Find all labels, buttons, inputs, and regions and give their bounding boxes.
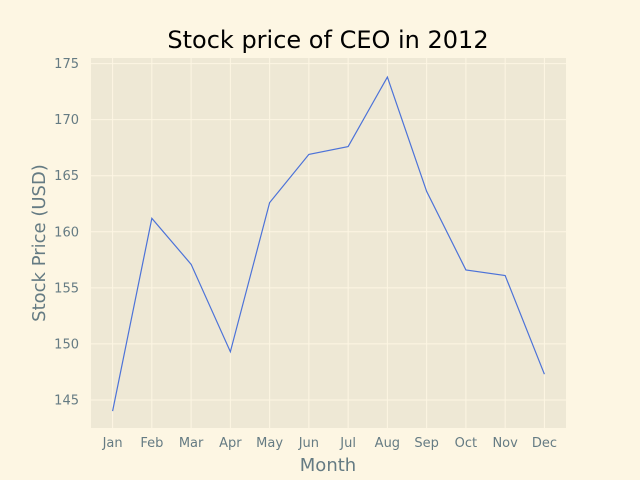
y-tick-label: 155 [54, 281, 79, 296]
x-tick-label: Aug [375, 436, 400, 451]
x-tick-label: May [256, 436, 283, 451]
x-tick-label: Apr [219, 436, 242, 451]
x-axis-label: Month [300, 455, 356, 476]
y-tick-label: 150 [54, 337, 79, 352]
x-tick-label: Mar [179, 436, 204, 451]
x-tick-label: Nov [492, 436, 518, 451]
x-tick-label: Jun [298, 436, 319, 451]
plot-area [91, 58, 566, 428]
y-tick-label: 175 [54, 57, 79, 72]
x-tick-label: Dec [532, 436, 557, 451]
chart-title: Stock price of CEO in 2012 [167, 26, 488, 54]
y-tick-label: 145 [54, 393, 79, 408]
x-tick-label: Jul [339, 436, 356, 451]
y-tick-label: 160 [54, 225, 79, 240]
y-tick-label: 165 [54, 169, 79, 184]
x-tick-label: Feb [140, 436, 163, 451]
x-tick-label: Oct [455, 436, 477, 451]
y-tick-label: 170 [54, 113, 79, 128]
x-tick-label: Sep [414, 436, 439, 451]
x-tick-label: Jan [102, 436, 123, 451]
y-axis-label: Stock Price (USD) [29, 164, 50, 322]
